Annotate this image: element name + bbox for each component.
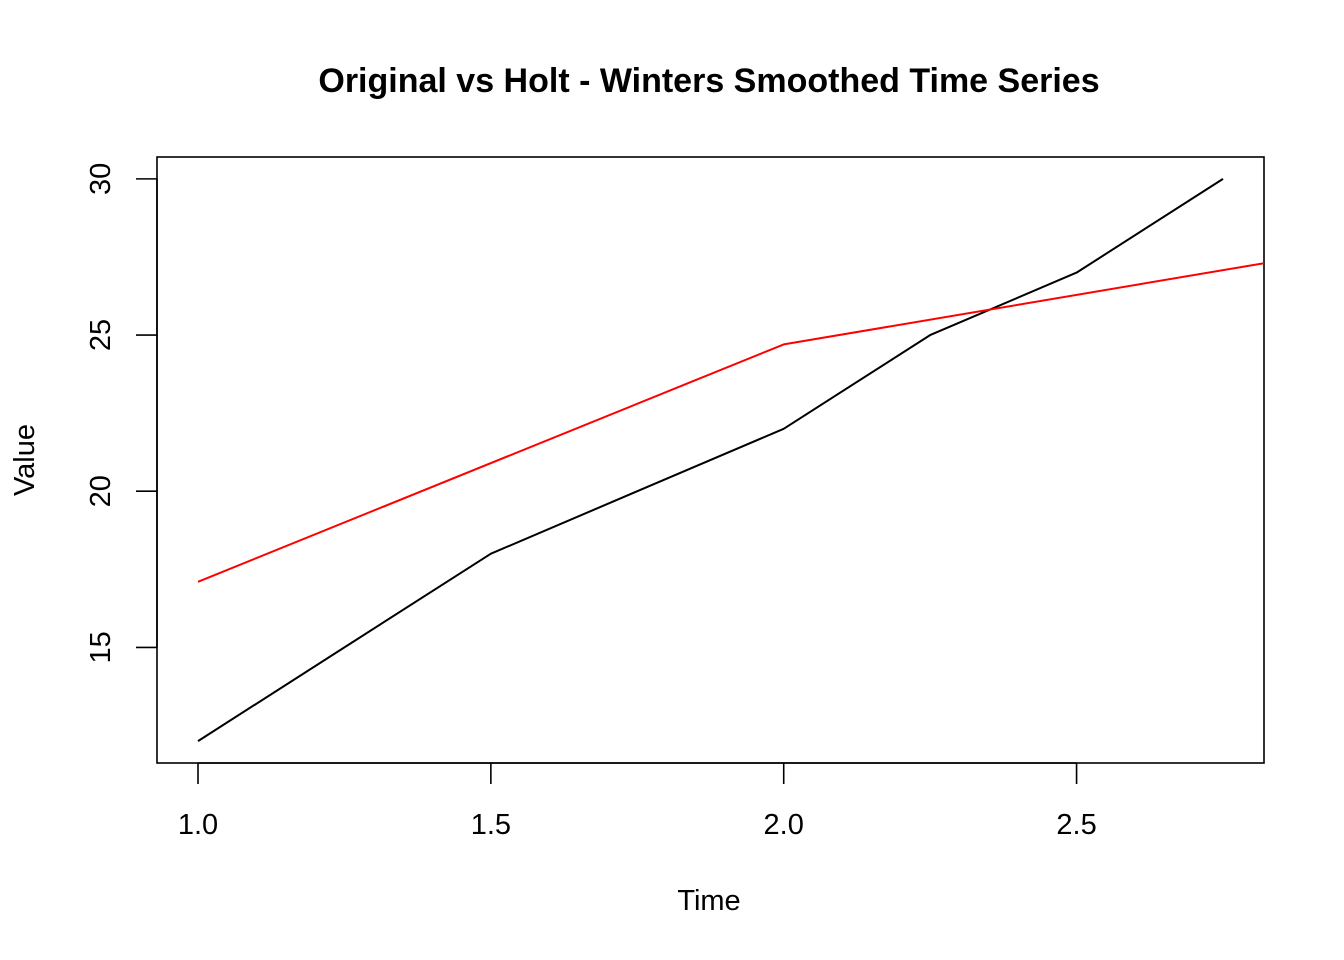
y-tick-label: 25 [85,319,117,351]
x-tick-label: 2.5 [1056,809,1096,841]
chart-title: Original vs Holt - Winters Smoothed Time… [318,62,1099,100]
y-axis-label: Value [9,424,41,496]
y-tick-label: 15 [85,631,117,663]
smoothed-series-line [197,262,1264,583]
x-axis: 1.0 1.5 2.0 2.5 [178,762,1097,841]
original-series-line [197,178,1224,742]
y-tick-label: 20 [85,475,117,507]
x-tick-label: 1.0 [178,809,218,841]
x-tick-label: 1.5 [471,809,511,841]
x-tick-label: 2.0 [764,809,804,841]
y-tick-label: 30 [85,163,117,195]
y-axis: 15 20 25 30 [85,163,158,664]
series-layer [197,178,1264,742]
x-axis-label: Time [677,885,740,917]
